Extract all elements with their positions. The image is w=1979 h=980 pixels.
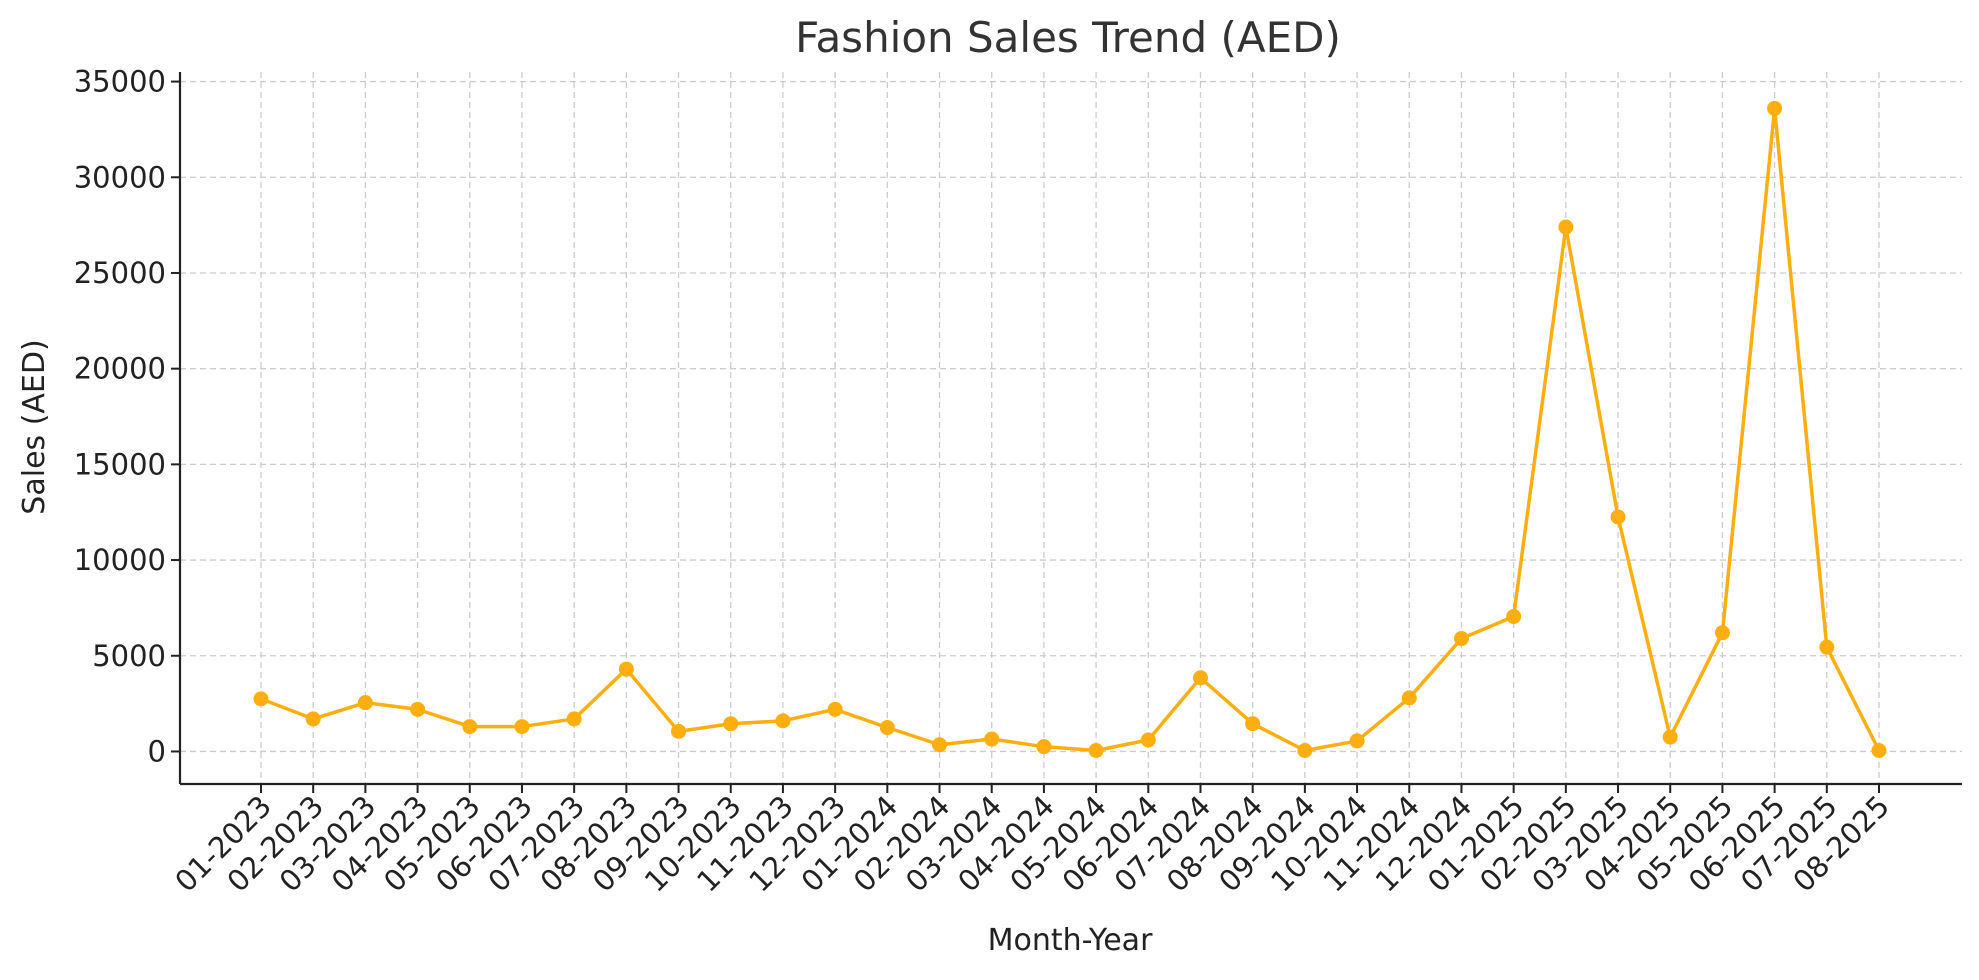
data-point — [462, 719, 478, 735]
data-point — [827, 701, 843, 717]
ticks-layer: 01-202302-202303-202304-202305-202306-20… — [74, 65, 1896, 899]
data-point — [1819, 639, 1835, 655]
chart-title: Fashion Sales Trend (AED) — [795, 13, 1341, 62]
data-point — [1297, 743, 1313, 759]
data-point — [1767, 100, 1783, 116]
y-tick-label: 30000 — [74, 160, 166, 194]
data-point — [1349, 733, 1365, 749]
data-point — [1610, 509, 1626, 525]
data-point — [1558, 219, 1574, 235]
data-point — [984, 731, 1000, 747]
series-layer — [253, 100, 1887, 759]
data-point — [723, 716, 739, 732]
data-point — [253, 691, 269, 707]
data-point — [1140, 732, 1156, 748]
data-point — [1871, 743, 1887, 759]
y-tick-label: 10000 — [74, 543, 166, 577]
data-point — [932, 737, 948, 753]
y-tick-label: 25000 — [74, 256, 166, 290]
data-point — [1662, 729, 1678, 745]
axes-layer — [178, 72, 1962, 786]
series-line — [260, 106, 1881, 753]
data-point — [410, 701, 426, 717]
data-point — [1714, 625, 1730, 641]
y-tick-label: 15000 — [74, 447, 166, 481]
data-point — [1506, 609, 1522, 625]
data-point — [514, 719, 530, 735]
grid-layer — [180, 72, 1962, 784]
y-tick-label: 0 — [148, 734, 166, 768]
data-point — [618, 661, 634, 677]
data-point — [1088, 743, 1104, 759]
x-axis-label: Month-Year — [988, 923, 1153, 958]
y-axis-label: Sales (AED) — [17, 339, 52, 514]
data-point — [1401, 690, 1417, 706]
y-tick-label: 5000 — [92, 639, 166, 673]
y-tick-label: 35000 — [74, 65, 166, 99]
data-point — [775, 713, 791, 729]
data-point — [357, 695, 373, 711]
data-point — [1453, 631, 1469, 647]
data-point — [566, 711, 582, 727]
data-point — [305, 711, 321, 727]
data-point — [879, 720, 895, 736]
y-tick-label: 20000 — [74, 352, 166, 386]
data-point — [1036, 739, 1052, 755]
data-point — [1192, 670, 1208, 686]
data-point — [1245, 716, 1261, 732]
data-point — [671, 723, 687, 739]
